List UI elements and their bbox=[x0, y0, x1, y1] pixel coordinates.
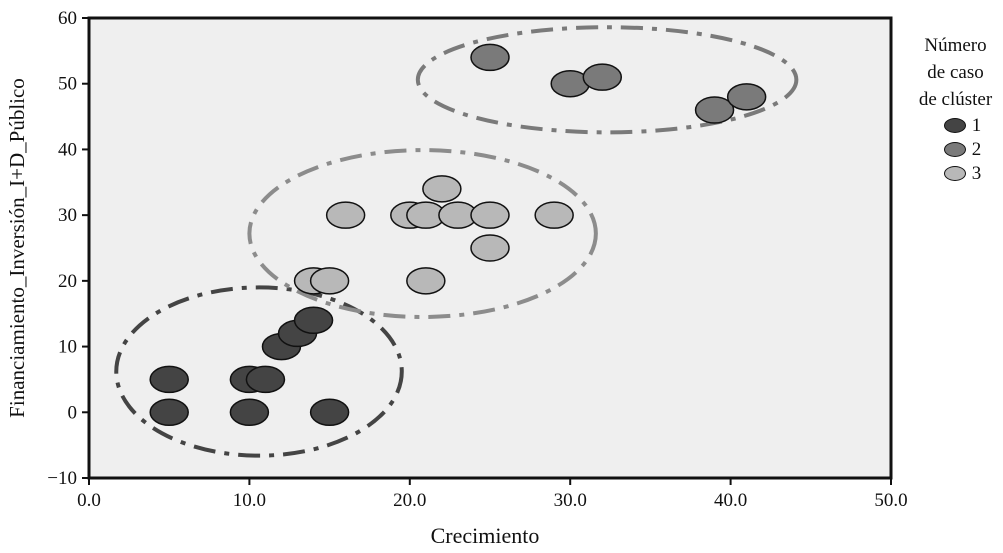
x-tick-label: 10.0 bbox=[233, 490, 266, 511]
x-axis-ticks: 0.0 10.0 20.0 30.0 40.0 50.0 bbox=[77, 478, 908, 511]
y-tick-label: 50 bbox=[58, 74, 77, 95]
y-tick-label: 0 bbox=[68, 402, 78, 423]
point-cluster-3 bbox=[534, 201, 574, 229]
legend-title-line: de caso bbox=[927, 62, 984, 83]
point-cluster-1 bbox=[245, 365, 286, 394]
point-cluster-2 bbox=[726, 83, 767, 111]
legend-item-cluster-3: 3 bbox=[922, 161, 1003, 185]
point-cluster-2 bbox=[694, 96, 735, 124]
y-tick-label: 20 bbox=[58, 271, 77, 292]
legend-swatch-icon bbox=[943, 165, 966, 181]
x-tick-label: 0.0 bbox=[77, 490, 101, 511]
y-tick-label: 60 bbox=[58, 8, 77, 29]
legend-swatch-icon bbox=[943, 141, 966, 157]
x-tick-label: 40.0 bbox=[714, 490, 747, 511]
x-tick-label: 30.0 bbox=[554, 490, 587, 511]
data-points bbox=[149, 43, 767, 427]
legend-item-cluster-1: 1 bbox=[922, 113, 1003, 137]
cluster-outline-2 bbox=[415, 25, 799, 135]
legend-title-line: Número bbox=[924, 35, 987, 56]
point-cluster-1 bbox=[149, 398, 189, 427]
y-tick-label: 40 bbox=[58, 139, 77, 160]
x-tick-label: 20.0 bbox=[393, 490, 426, 511]
point-cluster-1 bbox=[293, 306, 334, 335]
legend-item-cluster-2: 2 bbox=[922, 137, 1003, 161]
legend-label: 3 bbox=[971, 162, 982, 184]
x-tick-label: 50.0 bbox=[874, 490, 907, 511]
y-tick-label: −10 bbox=[47, 468, 77, 489]
y-axis-ticks: −10 0 10 20 30 40 50 60 bbox=[47, 8, 89, 489]
point-cluster-2 bbox=[470, 43, 510, 72]
cluster-outlines bbox=[114, 25, 799, 458]
point-cluster-3 bbox=[422, 175, 462, 203]
point-cluster-1 bbox=[309, 398, 350, 427]
point-cluster-3 bbox=[325, 201, 366, 229]
cluster-outline-3 bbox=[247, 148, 598, 320]
point-cluster-1 bbox=[229, 398, 270, 427]
point-cluster-3 bbox=[406, 267, 446, 295]
point-cluster-1 bbox=[149, 365, 189, 394]
point-cluster-3 bbox=[309, 267, 350, 295]
y-axis-label: Financiamiento_Inversión_I+D_Público bbox=[5, 78, 29, 418]
legend-title-line: de clúster bbox=[918, 89, 993, 110]
legend: Número de caso de clúster 1 2 3 bbox=[908, 32, 1003, 185]
point-cluster-2 bbox=[582, 63, 623, 91]
legend-label: 1 bbox=[971, 114, 982, 136]
x-axis-label: Crecimiento bbox=[431, 523, 540, 548]
point-cluster-3 bbox=[470, 234, 510, 262]
point-cluster-3 bbox=[470, 201, 510, 229]
y-tick-label: 30 bbox=[58, 205, 77, 226]
y-tick-label: 10 bbox=[58, 337, 77, 358]
legend-swatch-icon bbox=[943, 117, 966, 133]
legend-label: 2 bbox=[971, 138, 982, 160]
cluster-outline-1 bbox=[114, 285, 404, 458]
